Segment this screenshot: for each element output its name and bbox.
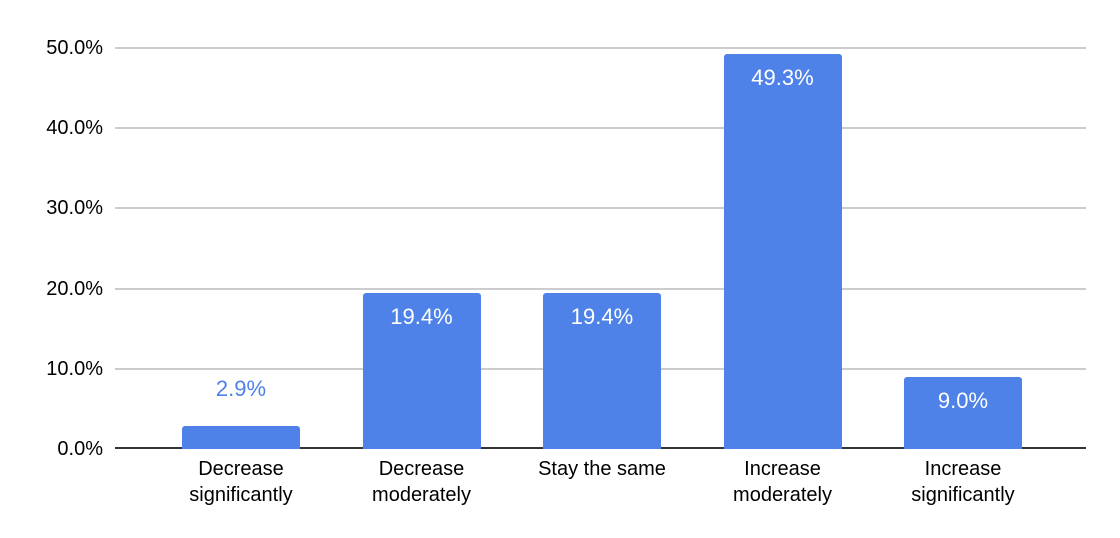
bar-1 — [182, 425, 300, 449]
gridline-40.0% — [115, 127, 1086, 130]
bar-data-label: 19.4% — [390, 304, 453, 330]
bar-data-label: 9.0% — [937, 387, 989, 413]
y-axis-tick-label: 0.0% — [57, 438, 103, 460]
x-axis-category-label: Stay the same — [538, 458, 666, 480]
x-axis-category-label: Decrease significantly — [189, 458, 293, 506]
y-axis-tick-label: 10.0% — [46, 357, 103, 380]
y-axis: 0.0% 10.0% 20.0% 30.0% 40.0% 50.0% — [0, 0, 103, 538]
x-axis-category-label: Increase moderately — [733, 458, 832, 506]
x-axis-category-label: Increase significantly — [911, 458, 1015, 506]
bar-data-label: 2.9% — [215, 375, 267, 401]
y-axis-tick-label: 40.0% — [46, 117, 103, 140]
gridline-50.0% — [115, 47, 1086, 49]
plot-area: 2.9% 19.4% 19.4% 49.3% 9.0% — [115, 47, 1086, 449]
bar-3 — [543, 293, 661, 449]
y-axis-tick-label: 50.0% — [46, 37, 103, 59]
bar-slot: 2.9% — [182, 376, 300, 449]
bar-slot: 49.3% — [723, 53, 842, 449]
x-axis: Decrease significantly Decrease moderatel… — [115, 456, 1086, 526]
bar-5 — [904, 376, 1022, 449]
bar-data-label: 49.3% — [751, 64, 814, 90]
bar-slot: 19.4% — [362, 293, 481, 449]
bar-4 — [723, 53, 842, 449]
y-axis-tick-label: 30.0% — [46, 197, 103, 220]
x-axis-category-label: Decrease moderately — [372, 458, 471, 506]
gridline-20.0% — [115, 287, 1086, 290]
bar-slot: 9.0% — [904, 376, 1022, 449]
bar-2 — [362, 293, 481, 449]
bar-slot: 19.4% — [543, 293, 661, 449]
bar-data-label: 19.4% — [570, 304, 634, 330]
y-axis-tick-label: 20.0% — [46, 277, 103, 300]
gridline-30.0% — [115, 207, 1086, 210]
